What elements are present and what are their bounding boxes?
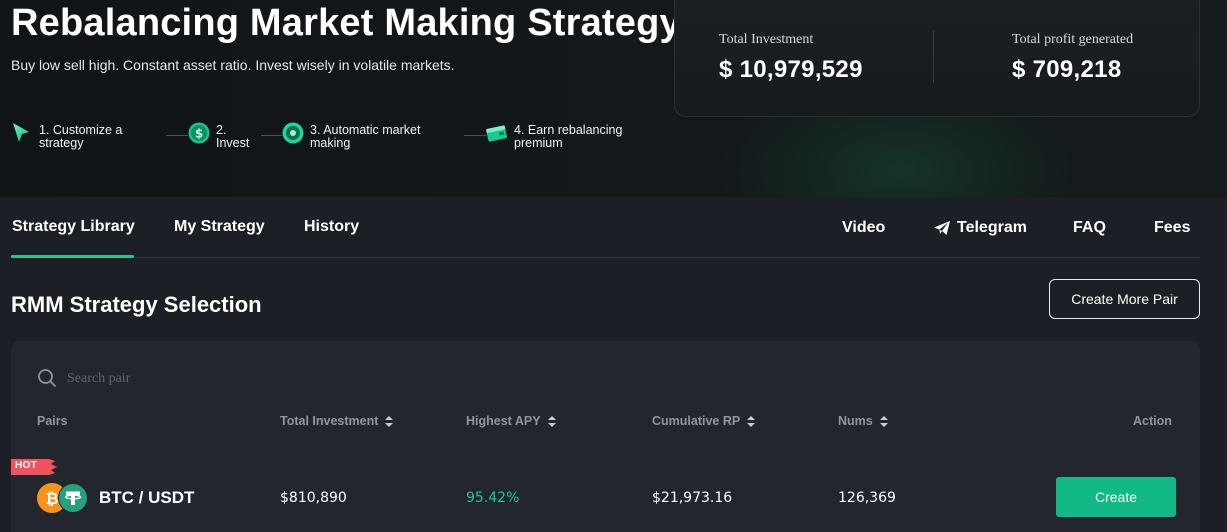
pair-name: BTC / USDT [99,488,195,507]
tabs-bar: Strategy Library My Strategy History Vid… [11,197,1200,258]
dollar-coin-icon: $ [188,122,210,144]
column-label: Nums [838,414,873,428]
step-label: 4. Earn rebalancing premium [514,123,623,150]
column-header-total-investment[interactable]: Total Investment [280,414,394,428]
fees-link[interactable]: Fees [1154,219,1190,237]
step-earn: 4. Earn rebalancing premium [486,122,622,150]
tab-strategy-library[interactable]: Strategy Library [12,218,135,235]
search-input[interactable] [67,367,367,391]
usdt-icon [58,483,88,513]
total-profit-label: Total profit generated [1012,32,1134,47]
hot-badge: HOT [15,460,38,471]
stats-card: Total Investment $ 10,979,529 Total prof… [674,0,1200,117]
nums-cell: 126,369 [838,490,896,506]
total-investment-cell: $810,890 [280,490,347,506]
step-label: 2. Invest [216,123,250,150]
column-label: Total Investment [280,414,379,428]
step-connector [261,135,282,136]
telegram-label: Telegram [957,219,1027,236]
tab-history[interactable]: History [304,218,360,235]
create-button[interactable]: Create [1056,477,1176,517]
faq-link[interactable]: FAQ [1073,219,1106,237]
column-header-pairs: Pairs [37,414,68,428]
sort-icon [747,415,756,427]
tab-my-strategy[interactable]: My Strategy [174,218,265,235]
svg-text:₿: ₿ [45,489,58,508]
strategy-table-panel: Pairs Total Investment Highest APY Cumul… [11,341,1200,532]
step-connector [464,135,486,136]
step-invest: $ 2. Invest [188,122,249,150]
column-header-highest-apy[interactable]: Highest APY [466,414,556,428]
total-profit-value: $ 709,218 [1012,56,1122,83]
column-label: Action [1133,414,1172,428]
column-label: Cumulative RP [652,414,741,428]
robot-icon [282,122,304,144]
column-header-cumulative-rp[interactable]: Cumulative RP [652,414,756,428]
cumulative-rp-cell: $21,973.16 [652,490,733,506]
faq-label: FAQ [1073,219,1106,236]
sort-icon [879,415,888,427]
stats-divider [933,31,934,83]
hero-banner: Rebalancing Market Making Strategy Buy l… [0,0,1227,197]
section-title: RMM Strategy Selection [11,292,262,317]
search-icon [38,369,56,387]
video-label: Video [842,219,886,236]
step-connector [166,135,188,136]
telegram-icon [934,221,950,235]
fees-label: Fees [1154,219,1191,236]
step-label: 3. Automatic market making [310,123,421,150]
svg-text:$: $ [195,127,203,141]
sort-icon [547,415,556,427]
page-title: Rebalancing Market Making Strategy [11,2,681,44]
page-subtitle: Buy low sell high. Constant asset ratio.… [11,57,455,73]
column-header-nums[interactable]: Nums [838,414,888,428]
highest-apy-cell: 95.42% [466,490,520,506]
total-investment-label: Total Investment [719,32,814,47]
wallet-icon [486,125,507,142]
sort-icon [385,415,394,427]
column-label: Pairs [37,414,68,428]
step-customize: 1. Customize a strategy [11,122,122,150]
video-link[interactable]: Video [842,219,885,237]
total-investment-value: $ 10,979,529 [719,56,863,83]
step-label: 1. Customize a strategy [39,123,123,150]
telegram-link[interactable]: Telegram [933,219,1027,237]
column-header-action: Action [1133,414,1172,428]
create-more-pair-button[interactable]: Create More Pair [1049,279,1200,319]
step-automatic: 3. Automatic market making [282,122,420,150]
cursor-icon [13,123,29,142]
active-tab-indicator [11,255,134,258]
column-label: Highest APY [466,414,541,428]
hot-badge-shape [11,459,57,475]
table-row: HOT ₿ BTC / USDT $810,890 95.42% $21,973… [11,459,1200,529]
